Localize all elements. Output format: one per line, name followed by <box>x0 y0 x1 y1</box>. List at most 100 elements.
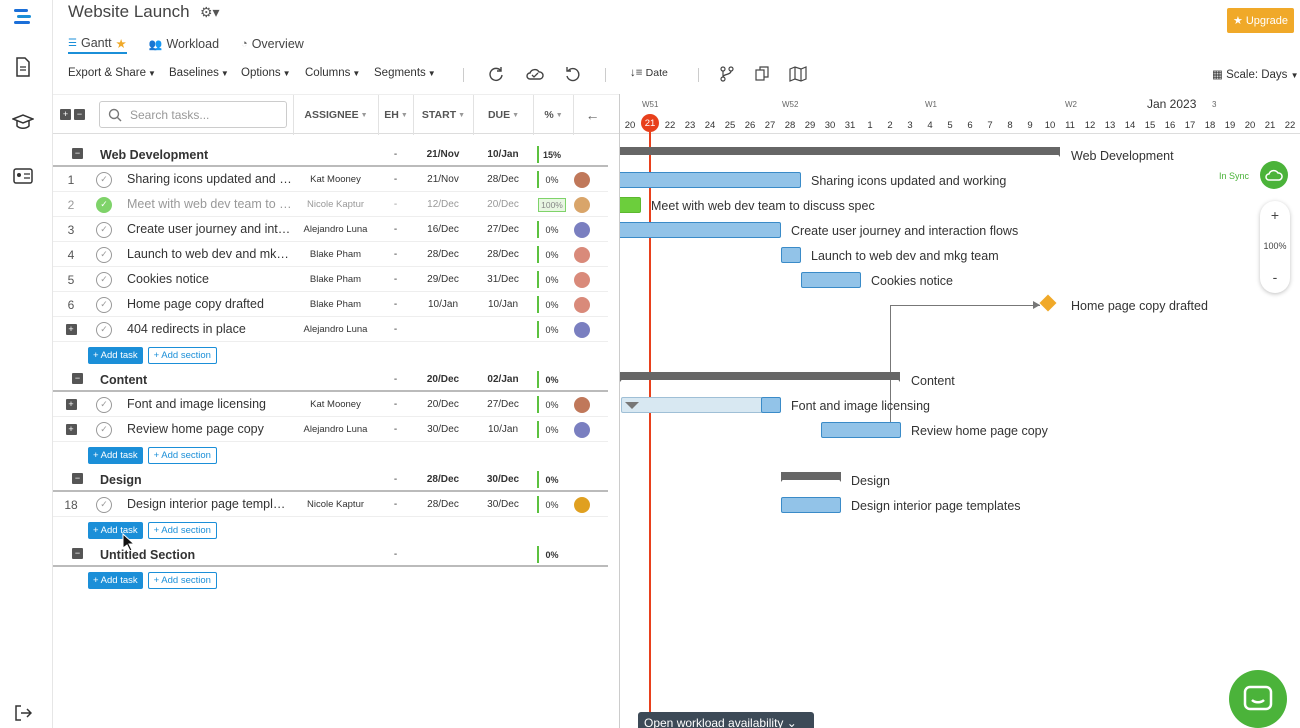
task-row[interactable]: 6 ✓ Home page copy drafted Blake Pham - … <box>53 292 608 317</box>
task-bar[interactable] <box>620 222 781 238</box>
task-pct[interactable]: 100% <box>537 192 567 217</box>
dependency-line[interactable] <box>890 305 891 425</box>
task-row[interactable]: + ✓ Review home page copy Alejandro Luna… <box>53 417 608 442</box>
scale-selector[interactable]: ▦ Scale: Days ▼ <box>1212 69 1299 81</box>
task-assignee[interactable]: Alejandro Luna <box>303 324 368 335</box>
check-circle-icon[interactable]: ✓ <box>96 196 112 213</box>
task-eh[interactable]: - <box>393 199 398 210</box>
section-name[interactable]: Design <box>100 472 142 487</box>
check-circle-icon[interactable]: ✓ <box>96 296 112 313</box>
task-due[interactable]: 20/Dec <box>487 199 519 210</box>
task-name[interactable]: Font and image licensing <box>127 397 266 411</box>
task-eh[interactable]: - <box>393 249 398 260</box>
task-eh[interactable]: - <box>393 499 398 510</box>
expand-all-icon[interactable]: + <box>60 109 71 120</box>
check-circle-icon[interactable]: ✓ <box>96 171 112 188</box>
task-start[interactable]: 29/Dec <box>427 274 459 285</box>
task-start[interactable]: 30/Dec <box>427 424 459 435</box>
task-bar[interactable] <box>781 497 841 513</box>
check-circle-icon[interactable]: ✓ <box>96 246 112 263</box>
task-due[interactable]: 28/Dec <box>487 249 519 260</box>
project-title[interactable]: Website Launch <box>68 2 190 21</box>
task-pct[interactable]: 0% <box>545 174 559 185</box>
document-icon[interactable] <box>12 56 34 78</box>
contact-card-icon[interactable] <box>12 165 34 187</box>
graduation-cap-icon[interactable] <box>12 111 34 133</box>
check-circle-icon[interactable]: ✓ <box>96 421 112 438</box>
collapse-triangle-icon[interactable] <box>625 402 639 409</box>
task-eh[interactable]: - <box>393 274 398 285</box>
task-due[interactable]: 31/Dec <box>487 274 519 285</box>
avatar[interactable] <box>574 242 592 267</box>
task-eh[interactable]: - <box>393 324 398 335</box>
milestone-diamond[interactable] <box>1039 294 1057 312</box>
task-start[interactable]: 20/Dec <box>427 399 459 410</box>
tab-gantt[interactable]: ☰ Gantt ★ <box>68 34 127 54</box>
dependency-line[interactable] <box>890 305 1040 306</box>
task-due[interactable]: 28/Dec <box>487 174 519 185</box>
collapse-section-icon[interactable]: − <box>72 373 83 384</box>
check-circle-icon[interactable]: ✓ <box>96 321 112 338</box>
complete-checkbox[interactable]: ✓ <box>96 192 116 217</box>
grid-gantt-divider[interactable] <box>619 94 620 728</box>
task-row[interactable]: 4 ✓ Launch to web dev and mkg team Blake… <box>53 242 608 267</box>
refresh-icon[interactable] <box>487 65 505 83</box>
task-bar[interactable] <box>620 172 801 188</box>
undo-icon[interactable] <box>563 65 581 83</box>
options-menu[interactable]: Options ▼ <box>241 67 291 79</box>
task-eh[interactable]: - <box>393 299 398 310</box>
complete-checkbox[interactable]: ✓ <box>96 392 116 417</box>
task-bar-summary[interactable] <box>621 397 763 413</box>
task-bar-complete[interactable] <box>620 197 641 213</box>
task-start[interactable]: 28/Dec <box>427 499 459 510</box>
section-row-web-development[interactable]: − Web Development - 21/Nov 10/Jan 15% <box>53 142 608 167</box>
collapse-section-icon[interactable]: − <box>72 473 83 484</box>
section-name[interactable]: Web Development <box>100 147 209 162</box>
export-share-menu[interactable]: Export & Share ▼ <box>68 67 156 79</box>
logout-icon[interactable] <box>12 702 34 724</box>
add-task-button[interactable]: + Add task <box>88 347 143 364</box>
check-circle-icon[interactable]: ✓ <box>96 496 112 513</box>
expand-subtasks-icon[interactable]: + <box>65 399 77 410</box>
task-pct[interactable]: 0% <box>545 274 559 285</box>
tab-overview[interactable]: ◔ Overview <box>241 34 304 54</box>
task-pct[interactable]: 0% <box>545 249 559 260</box>
search-input[interactable]: Search tasks... <box>99 101 287 128</box>
task-bar[interactable] <box>801 272 861 288</box>
task-assignee[interactable]: Nicole Kaptur <box>306 499 365 510</box>
section-row-design[interactable]: − Design - 28/Dec 30/Dec 0% <box>53 467 608 492</box>
task-row[interactable]: 18 ✓ Design interior page templates Nico… <box>53 492 608 517</box>
zoom-in-button[interactable]: + <box>1270 207 1280 223</box>
task-name[interactable]: 404 redirects in place <box>127 322 246 336</box>
section-bar-web-development[interactable] <box>620 147 1060 155</box>
complete-checkbox[interactable]: ✓ <box>96 292 116 317</box>
column-header-start[interactable]: START ▼ <box>413 95 473 135</box>
add-section-button[interactable]: + Add section <box>147 572 217 589</box>
task-name[interactable]: Home page copy drafted <box>127 297 264 311</box>
task-name[interactable]: Cookies notice <box>127 272 209 286</box>
task-pct[interactable]: 0% <box>545 424 559 435</box>
task-due[interactable]: 30/Dec <box>487 499 519 510</box>
task-assignee[interactable]: Nicole Kaptur <box>306 199 365 210</box>
open-workload-button[interactable]: Open workload availability ⌄ <box>638 712 814 728</box>
complete-checkbox[interactable]: ✓ <box>96 267 116 292</box>
favorite-star-icon[interactable]: ★ <box>115 36 127 51</box>
avatar[interactable] <box>574 292 592 317</box>
map-icon[interactable] <box>789 65 807 83</box>
task-start[interactable]: 21/Nov <box>427 174 459 185</box>
task-row[interactable]: 1 ✓ Sharing icons updated and working Ka… <box>53 167 608 192</box>
collapse-grid-arrow-icon[interactable]: ← <box>573 95 611 135</box>
task-pct[interactable]: 0% <box>545 224 559 235</box>
section-row-content[interactable]: − Content - 20/Dec 02/Jan 0% <box>53 367 608 392</box>
check-circle-icon[interactable]: ✓ <box>96 396 112 413</box>
task-bar[interactable] <box>821 422 901 438</box>
segments-menu[interactable]: Segments ▼ <box>374 67 436 79</box>
task-pct[interactable]: 0% <box>545 499 559 510</box>
task-pct[interactable]: 0% <box>545 299 559 310</box>
avatar[interactable] <box>574 217 592 242</box>
add-task-button[interactable]: + Add task <box>88 447 143 464</box>
task-bar[interactable] <box>761 397 781 413</box>
task-assignee[interactable]: Blake Pham <box>309 274 362 285</box>
add-task-button[interactable]: + Add task <box>88 572 143 589</box>
task-start[interactable]: 28/Dec <box>427 249 459 260</box>
